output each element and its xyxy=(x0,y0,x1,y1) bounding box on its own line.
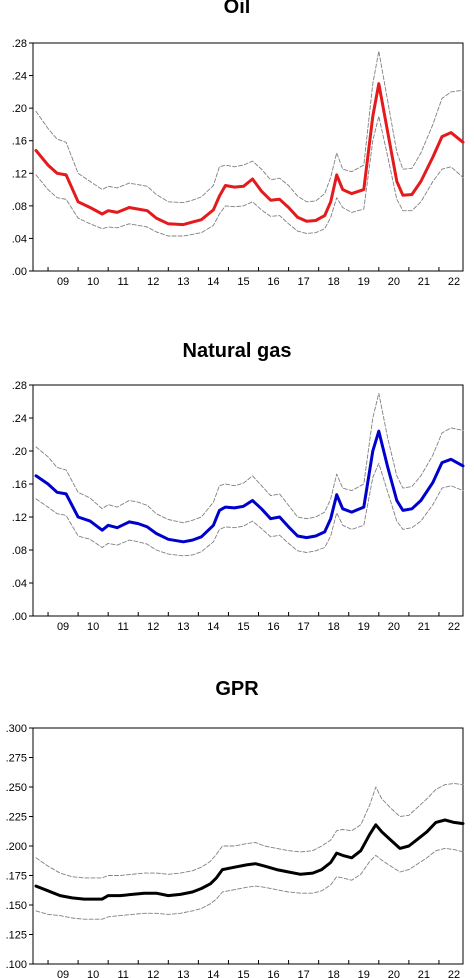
upper-band-line xyxy=(35,783,464,879)
x-tick-label: 12 xyxy=(147,969,159,978)
y-tick-label: .12 xyxy=(12,512,27,524)
x-tick-label: 17 xyxy=(298,969,310,978)
oil-panel: Oil .00 .04 .08 .12 .16 .20 .24 .28 09 10 11 12 13 14… xyxy=(0,0,474,300)
y-tick-label: .16 xyxy=(12,479,27,491)
chart-title: Natural gas xyxy=(182,340,292,362)
y-tick-label: .28 xyxy=(12,38,27,50)
x-tick-label: 10 xyxy=(87,969,99,978)
y-tick-label: .28 xyxy=(12,380,27,392)
x-tick-label: 13 xyxy=(177,969,189,978)
x-tick-label: 22 xyxy=(448,969,460,978)
estimate-line xyxy=(34,818,465,901)
plot-frame xyxy=(32,42,464,272)
x-tick-label: 21 xyxy=(418,969,430,978)
x-tick-label: 10 xyxy=(87,276,99,288)
x-tick-label: 15 xyxy=(237,969,249,978)
x-tick-label: 20 xyxy=(388,621,400,633)
y-tick-label: .24 xyxy=(12,413,27,425)
x-tick-label: 09 xyxy=(57,621,69,633)
x-tick-label: 15 xyxy=(237,276,249,288)
natural-gas-chart: .00 .04 .08 .12 .16 .20 .24 .28 09 10 11 12 13 14 15 16… xyxy=(12,380,465,633)
y-tick-label: .200 xyxy=(6,841,27,853)
natural-gas-panel: Natural gas .00 .04 .08 .12 .16 .20 .24 .28 09 10… xyxy=(0,330,474,640)
y-tick-label: .16 xyxy=(12,136,27,148)
x-tick-label: 17 xyxy=(298,621,310,633)
chart-title: Oil xyxy=(223,0,251,18)
x-tick-label: 09 xyxy=(57,969,69,978)
chart-title: GPR xyxy=(215,678,259,700)
y-tick-label: .125 xyxy=(6,930,27,942)
x-tick-label: 11 xyxy=(117,969,128,978)
y-tick-label: .20 xyxy=(12,103,27,115)
x-tick-label: 20 xyxy=(388,276,400,288)
y-tick-label: .225 xyxy=(6,812,27,824)
y-tick-label: .04 xyxy=(12,578,27,590)
y-tick-label: .00 xyxy=(12,266,27,278)
y-tick-label: .300 xyxy=(6,723,27,735)
y-tick-label: .04 xyxy=(12,233,27,245)
x-tick-label: 16 xyxy=(267,276,279,288)
x-tick-label: 21 xyxy=(418,276,430,288)
y-tick-label: .00 xyxy=(12,611,27,623)
x-tick-label: 18 xyxy=(328,276,340,288)
gpr-panel: GPR .100 .125 .150 .175 .200 .225 .250 .275 .300… xyxy=(0,670,474,978)
y-tick-label: .24 xyxy=(12,71,27,83)
lower-band-line xyxy=(35,462,464,557)
x-tick-label: 18 xyxy=(328,621,340,633)
y-tick-label: .08 xyxy=(12,201,27,213)
estimate-line xyxy=(34,429,465,544)
x-tick-label: 22 xyxy=(448,276,460,288)
x-tick-label: 15 xyxy=(237,621,249,633)
x-tick-label: 14 xyxy=(207,276,219,288)
y-tick-label: .12 xyxy=(12,168,27,180)
x-tick-label: 19 xyxy=(358,621,370,633)
upper-band-line xyxy=(35,392,464,524)
upper-band-line xyxy=(35,50,464,204)
x-tick-label: 17 xyxy=(298,276,310,288)
x-tick-label: 16 xyxy=(267,969,279,978)
x-tick-label: 19 xyxy=(358,969,370,978)
x-tick-label: 20 xyxy=(388,969,400,978)
estimate-line xyxy=(34,82,465,227)
x-tick-label: 11 xyxy=(117,276,128,288)
x-tick-label: 12 xyxy=(147,276,159,288)
x-tick-label: 16 xyxy=(267,621,279,633)
x-tick-label: 14 xyxy=(207,621,219,633)
x-tick-label: 10 xyxy=(87,621,99,633)
y-tick-label: .150 xyxy=(6,900,27,912)
x-tick-label: 22 xyxy=(448,621,460,633)
plot-frame xyxy=(32,384,464,617)
x-tick-label: 13 xyxy=(177,621,189,633)
lower-band-line xyxy=(35,115,464,237)
x-tick-label: 13 xyxy=(177,276,189,288)
x-tick-label: 11 xyxy=(117,621,128,633)
y-tick-label: .20 xyxy=(12,446,27,458)
x-tick-label: 14 xyxy=(207,969,219,978)
x-tick-label: 18 xyxy=(328,969,340,978)
y-tick-label: .08 xyxy=(12,545,27,557)
x-tick-label: 19 xyxy=(358,276,370,288)
x-tick-label: 21 xyxy=(418,621,430,633)
x-tick-label: 12 xyxy=(147,621,159,633)
lower-band-line xyxy=(35,847,464,920)
y-tick-label: .250 xyxy=(6,782,27,794)
x-tick-label: 09 xyxy=(57,276,69,288)
y-tick-label: .275 xyxy=(6,753,27,765)
y-tick-label: .100 xyxy=(6,959,27,971)
y-tick-label: .175 xyxy=(6,871,27,883)
gpr-chart: .100 .125 .150 .175 .200 .225 .250 .275 .300 09 10… xyxy=(6,723,465,978)
oil-chart: .00 .04 .08 .12 .16 .20 .24 .28 09 10 11 12 13 14 15 16… xyxy=(12,38,465,288)
